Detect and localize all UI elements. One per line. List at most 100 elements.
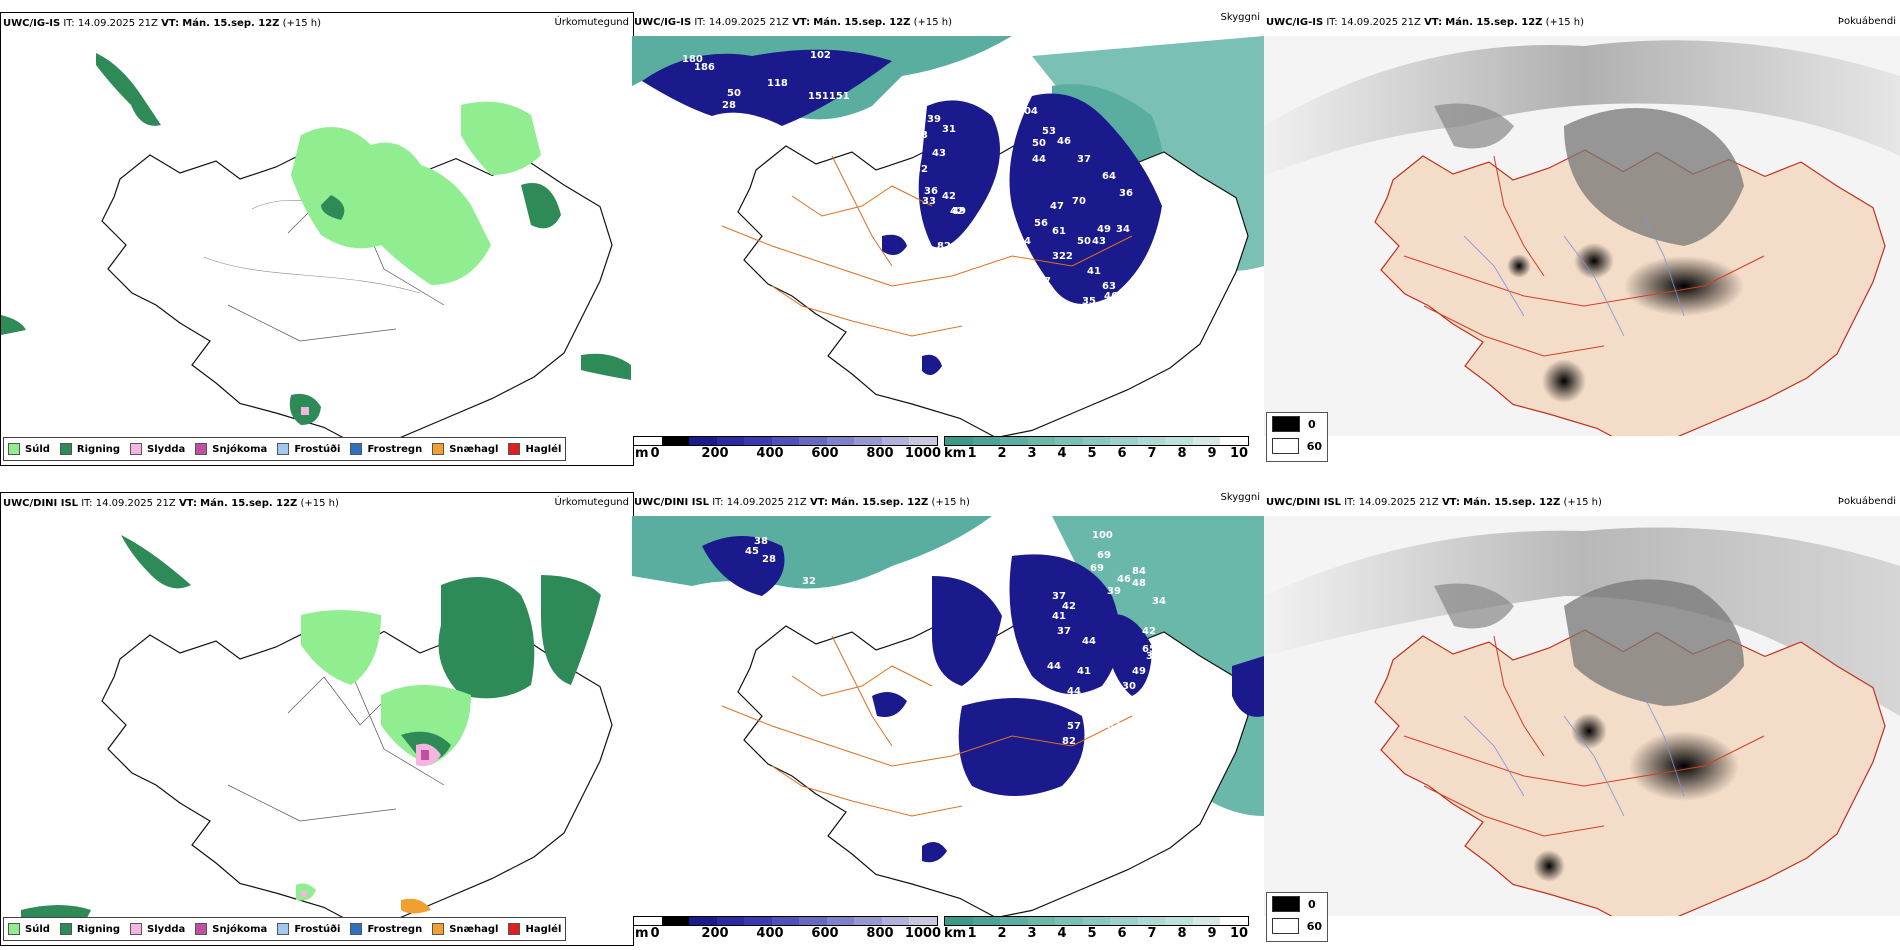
scale-color-step [1082, 917, 1111, 925]
snow-depth-label: 41 [1077, 666, 1091, 677]
snow-scale: m 0 200 400 600 800 1000 [633, 916, 941, 941]
snow-scale-bar [633, 916, 938, 926]
snow-depth-label: 34 [1116, 224, 1130, 235]
snow-depth-label: 44 [1082, 636, 1096, 647]
iceland-visibility-map [632, 516, 1264, 926]
scale-color-step [744, 917, 772, 925]
scale-color-step [1220, 437, 1249, 445]
scale-color-step [799, 437, 827, 445]
panel-title: Úrkomutegund [554, 17, 629, 28]
legend-item: Slydda [130, 923, 185, 935]
scale-color-step [854, 917, 882, 925]
visibility-scale-bar [944, 436, 1249, 446]
snow-depth-label: 43 [1092, 236, 1106, 247]
iceland-precip-map [1, 53, 631, 448]
scale-color-step [1137, 917, 1166, 925]
scale-color-step [1000, 437, 1028, 445]
snow-depth-label: 42 [1142, 626, 1156, 637]
scale-color-step [1082, 437, 1111, 445]
scale-color-step [771, 917, 800, 925]
snow-depth-label: 61 [1052, 226, 1066, 237]
snow-depth-label: 163 [1062, 336, 1083, 347]
legend-item: Frostúði [277, 443, 340, 455]
legend-item: Snjókoma [195, 443, 267, 455]
snow-scale-bar [633, 436, 938, 446]
scale-color-step [881, 917, 910, 925]
scale-color-step [972, 437, 1001, 445]
scale-color-step [881, 437, 910, 445]
snow-depth-label: 452 [1052, 324, 1073, 335]
snow-depth-label: 50 [1032, 138, 1046, 149]
scale-color-step [1000, 917, 1028, 925]
snow-depth-label: 73 [882, 361, 896, 372]
snow-depth-label: 50 [727, 88, 741, 99]
snow-depth-label: 32 [762, 122, 776, 133]
snow-depth-label: 41 [1087, 266, 1101, 277]
scale-color-step [1027, 917, 1056, 925]
scale-color-step [945, 437, 973, 445]
scale-color-step [972, 917, 1001, 925]
snow-depth-label: 50 [1077, 236, 1091, 247]
snow-depth-label: 69 [694, 121, 708, 132]
panel-title: Úrkomutegund [554, 497, 629, 508]
precip-legend: Súld Rigning Slydda Snjókoma Frostúði Fr… [3, 437, 567, 461]
scale-color-step [1165, 437, 1193, 445]
snow-depth-label: 151151 [808, 91, 850, 102]
visibility-panel-row1: UWC/IG-IS IT: 14.09.2025 21Z VT: Mán. 15… [632, 12, 1264, 464]
legend-item: Súld [8, 923, 50, 935]
snow-depth-label: 54 [1152, 636, 1166, 647]
panel-header: UWC/IG-IS IT: 14.09.2025 21Z VT: Mán. 15… [1266, 17, 1585, 28]
snow-depth-label: 32 [914, 164, 928, 175]
snow-depth-label: 77 [1007, 261, 1021, 272]
scale-color-step [661, 437, 690, 445]
snow-depth-label: 53 [864, 246, 878, 257]
snow-depth-label: 48 [1077, 761, 1091, 772]
snow-depth-label: 83 [1107, 721, 1121, 732]
snow-depth-label: 47 [1037, 276, 1051, 287]
snow-depth-label: 42 [1162, 651, 1176, 662]
snow-depth-label: 55 [1212, 716, 1226, 727]
scale-color-step [689, 437, 717, 445]
snow-depth-label: 42 [942, 191, 956, 202]
snow-depth-label: 39 [927, 114, 941, 125]
snow-depth-label: 49 [1232, 716, 1246, 727]
snow-depth-label: 57 [1067, 721, 1081, 732]
panel-header: UWC/DINI ISL IT: 14.09.2025 21Z VT: Mán.… [634, 497, 970, 508]
snow-depth-label: 30 [1146, 651, 1160, 662]
snow-depth-label: 42 [1062, 601, 1076, 612]
snow-depth-labels: 38 45 28 32 100 69 69 84 46 48 39 34 37 42 41 37 41 44 44 4… [632, 516, 1264, 926]
snow-depth-label: 69 [1097, 550, 1111, 561]
scale-color-step [716, 917, 745, 925]
panel-title: Skyggni [1220, 12, 1260, 23]
scale-color-step [1137, 437, 1166, 445]
snow-depth-label: 31 [942, 124, 956, 135]
snow-depth-label: 135 [1102, 706, 1123, 717]
panel-title: Skyggni [1220, 492, 1260, 503]
snow-depth-label: 34 [1152, 596, 1166, 607]
visibility-scale-bar [944, 916, 1249, 926]
snow-depth-label: 54 [1017, 236, 1031, 247]
snow-depth-label: 43 [1152, 676, 1166, 687]
snow-depth-label: 53 [1042, 126, 1056, 137]
cloud-legend-row: 0 [1267, 413, 1327, 435]
snow-depth-label: 49 [1097, 224, 1111, 235]
snow-depth-label: 82 [1062, 736, 1076, 747]
iceland-precip-map [21, 535, 613, 928]
snow-depth-label: 186 [694, 62, 715, 73]
snow-depth-label: 28 [762, 554, 776, 565]
snow-depth-label: 104 [1017, 106, 1038, 117]
scale-color-step [1192, 437, 1221, 445]
snow-depth-label: 37 [1077, 154, 1091, 165]
snow-depth-label: 43 [932, 148, 946, 159]
snow-depth-label: 57 [817, 126, 831, 137]
snow-depth-label: 31 [1082, 696, 1096, 707]
snow-depth-label: 102 [810, 50, 831, 61]
snow-depth-label: 42 [950, 206, 964, 217]
snow-depth-label: 49 [1132, 666, 1146, 677]
legend-item: Haglél [508, 443, 561, 455]
cloud-legend-swatch [1272, 918, 1299, 934]
scale-color-step [716, 437, 745, 445]
panel-header: UWC/IG-IS IT: 14.09.2025 21Z VT: Mán. 15… [634, 17, 953, 28]
snow-depth-label: 44 [1032, 154, 1046, 165]
cloud-legend-swatch [1272, 416, 1300, 432]
